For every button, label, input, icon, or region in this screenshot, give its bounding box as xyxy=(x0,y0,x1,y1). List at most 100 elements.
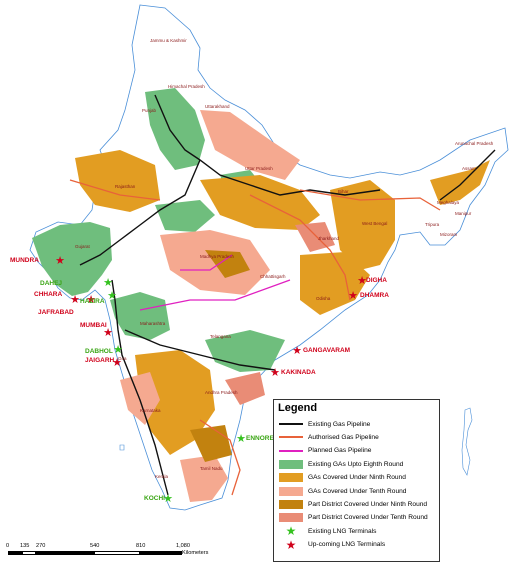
authorised-pipeline-4 xyxy=(299,189,441,211)
scale-segment xyxy=(22,551,36,555)
terminal-label-ennore: ENNORE xyxy=(246,435,274,442)
terminal-label-hazira: HAZIRA xyxy=(80,298,105,305)
legend-item: Planned Gas Pipeline xyxy=(278,445,371,457)
existing-lng-star: ★ xyxy=(236,433,246,445)
state-label: Telangana xyxy=(210,334,231,339)
existing-pipeline-west xyxy=(79,159,201,266)
state-label: Assam xyxy=(462,166,476,171)
region-ga-eighth-maharashtra xyxy=(110,292,170,340)
existing-pipeline-ne xyxy=(439,149,496,201)
legend-item-label: Part District Covered Under Tenth Round xyxy=(308,514,428,522)
state-label: Rajasthan xyxy=(115,184,136,189)
authorised-pipeline-2 xyxy=(249,194,351,301)
existing-lng-star: ★ xyxy=(113,344,123,356)
state-label: Maharashtra xyxy=(140,321,166,326)
scale-unit: Kilometers xyxy=(182,550,209,556)
legend-color-swatch xyxy=(278,473,304,483)
legend-item: Part District Covered Under Tenth Round xyxy=(278,512,428,524)
terminal-label-gangavaram: GANGAVARAM xyxy=(303,347,350,354)
legend-item: Existing Gas Pipeline xyxy=(278,418,370,430)
terminal-label-jafrabad: JAFRABAD xyxy=(38,309,74,316)
star-icon: ★ xyxy=(285,537,297,552)
upcoming-lng-star: ★ xyxy=(348,290,358,302)
legend-item: ★ Up-coming LNG Terminals xyxy=(278,537,386,552)
scale-ticks: 0 135 270 540 810 1,080 xyxy=(6,543,256,551)
legend-line-swatch xyxy=(278,419,304,429)
terminal-label-mundra: MUNDRA xyxy=(10,257,39,264)
state-label: Tamil Nadu xyxy=(200,466,223,471)
planned-pipeline-1 xyxy=(180,254,233,271)
region-ga-ninth-central xyxy=(200,175,320,230)
scale-tick: 135 xyxy=(20,543,30,549)
state-label: Karnataka xyxy=(140,408,161,413)
region-ga-ninth-northeast xyxy=(430,160,490,205)
scale-segment xyxy=(94,551,140,555)
region-ga-ninth-bengal xyxy=(330,180,395,270)
terminal-label-chhara: CHHARA xyxy=(34,291,62,298)
region-ga-ninth-odisha xyxy=(300,252,370,315)
scale-segment xyxy=(36,551,94,555)
pipelines xyxy=(69,94,496,496)
state-label: Bihar xyxy=(338,189,349,194)
star-icon: ★ xyxy=(285,524,297,539)
upcoming-lng-star: ★ xyxy=(55,255,65,267)
upcoming-lng-star: ★ xyxy=(103,327,113,339)
authorised-pipeline-1 xyxy=(69,179,161,201)
region-part-ninth-mp xyxy=(205,250,250,278)
map-legend: Legend Existing Gas Pipeline Authorised G… xyxy=(273,399,440,562)
existing-lng-star: ★ xyxy=(107,290,117,302)
scale-tick: 810 xyxy=(136,543,146,549)
islands xyxy=(119,407,473,476)
state-label: Madhya Pradesh xyxy=(200,254,235,259)
legend-color-swatch xyxy=(278,459,304,469)
state-label: Manipur xyxy=(455,211,472,216)
legend-item-label: Existing GAs Upto Eighth Round xyxy=(308,460,404,468)
scale-tick: 1,080 xyxy=(176,543,190,549)
scale-tick: 270 xyxy=(36,543,46,549)
planned-pipeline-2 xyxy=(139,279,291,311)
state-label: Tripura xyxy=(425,222,440,227)
state-label: Arunachal Pradesh xyxy=(455,141,494,146)
terminal-label-kochi: KOCHI xyxy=(144,495,165,502)
upcoming-lng-star: ★ xyxy=(112,357,122,369)
legend-color-swatch xyxy=(278,513,304,523)
region-ga-ninth-rajasthan xyxy=(75,150,160,212)
region-ga-ninth-south xyxy=(135,350,215,455)
state-label: Mizoram xyxy=(440,232,458,237)
legend-item: Part District Covered Under Ninth Round xyxy=(278,498,427,510)
state-label: Kerala xyxy=(155,474,169,479)
region-ga-eighth-gujarat xyxy=(32,222,112,296)
state-label: West Bengal xyxy=(362,221,387,226)
authorised-pipeline-3 xyxy=(199,419,241,496)
legend-item-label: Planned Gas Pipeline xyxy=(308,447,372,455)
terminal-label-jaigarh: JAIGARH xyxy=(85,357,115,364)
legend-item: GAs Covered Under Ninth Round xyxy=(278,472,406,484)
existing-lng-star: ★ xyxy=(163,493,173,505)
state-labels: Jammu & Kashmir Himachal Pradesh Uttarak… xyxy=(75,38,494,479)
state-label: Gujarat xyxy=(75,244,91,249)
state-label: Uttar Pradesh xyxy=(245,166,273,171)
region-ga-eighth-punjab xyxy=(145,88,205,170)
state-label: Odisha xyxy=(316,296,331,301)
legend-line-swatch xyxy=(278,446,304,456)
region-ga-eighth-north-central xyxy=(155,200,215,232)
upcoming-lng-star: ★ xyxy=(86,294,96,306)
upcoming-lng-star: ★ xyxy=(270,367,280,379)
state-label: Uttarakhand xyxy=(205,104,230,109)
state-label: Andhra Pradesh xyxy=(205,390,238,395)
state-label: Jharkhand xyxy=(318,236,340,241)
legend-item-label: GAs Covered Under Ninth Round xyxy=(308,474,406,482)
region-ga-tenth-up xyxy=(200,110,300,180)
legend-title: Legend xyxy=(278,402,318,414)
legend-item-label: Authorised Gas Pipeline xyxy=(308,433,379,441)
legend-color-swatch xyxy=(278,486,304,496)
region-ga-tenth-south xyxy=(180,455,228,502)
lng-terminals: ★ ★ ★ ★ ★ ★ ★ ★ ★ ★ ★ ★ ★ ★ xyxy=(55,255,367,505)
terminal-labels: MUNDRA DAHEJ CHHARA HAZIRA JAFRABAD MUMB… xyxy=(10,257,389,502)
scale-bar: 0 135 270 540 810 1,080 Kilometers xyxy=(6,543,256,563)
legend-line-swatch xyxy=(278,432,304,442)
existing-lng-star: ★ xyxy=(103,277,113,289)
legend-item-label: Existing LNG Terminals xyxy=(308,527,377,535)
ga-regions xyxy=(32,88,490,502)
terminal-label-digha: DIGHA xyxy=(366,277,387,284)
